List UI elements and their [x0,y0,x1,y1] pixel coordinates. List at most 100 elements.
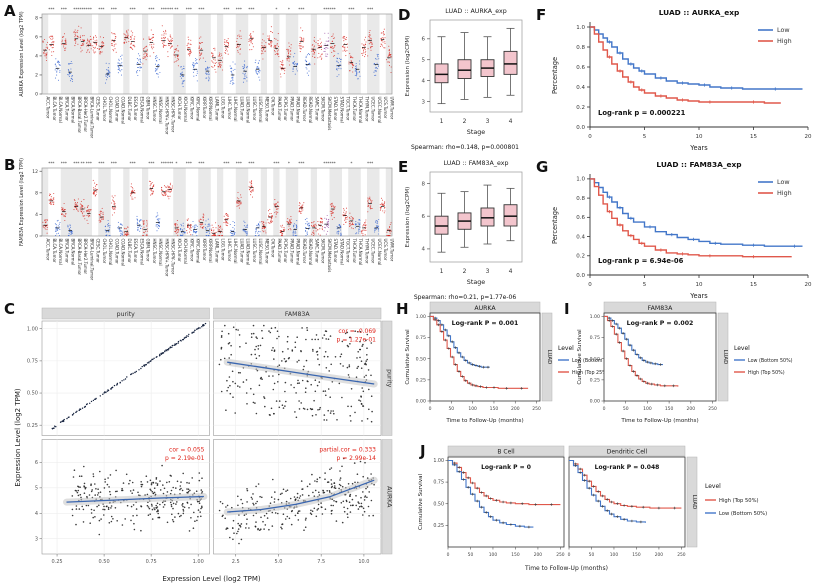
svg-text:1.00: 1.00 [590,314,600,320]
svg-text:100: 100 [643,406,652,412]
svg-text:MESO.Tumor: MESO.Tumor [264,239,269,264]
svg-text:UVM.Tumor: UVM.Tumor [389,97,394,120]
svg-text:***: *** [298,7,304,12]
svg-text:Log-rank p = 0.000221: Log-rank p = 0.000221 [598,109,686,117]
svg-text:High (Top 50%): High (Top 50%) [748,370,785,376]
svg-text:Log-rank P = 0.001: Log-rank P = 0.001 [452,320,519,327]
svg-text:Cumulative Survival: Cumulative Survival [405,329,411,385]
svg-text:STAD.Normal: STAD.Normal [339,239,344,265]
svg-text:BLCA.Normal: BLCA.Normal [58,239,63,265]
panel-d: D LUAD :: AURKA_exp 3 4 5 6 Expression (log2C… [394,2,532,154]
svg-text:PCPG.Tumor: PCPG.Tumor [283,239,288,264]
svg-text:KIRP.Normal: KIRP.Normal [208,239,213,263]
svg-text:***: *** [61,7,67,12]
svg-text:10: 10 [696,282,703,288]
svg-text:READ.Tumor: READ.Tumor [302,97,307,122]
svg-text:BLCA.Normal: BLCA.Normal [58,97,63,123]
svg-text:20: 20 [805,282,812,288]
panel-e: E LUAD :: FAM83A_exp 4 6 8 Expression (log2C… [394,154,532,302]
svg-text:4: 4 [509,118,513,125]
svg-text:1.00: 1.00 [27,326,38,332]
fam83a-pan-cancer-expression-chart: 0 4 8 12 FAM83A Expression Level (log2 TPM) A… [19,158,394,281]
svg-text:50: 50 [468,552,474,558]
svg-text:KICH.Normal: KICH.Normal [183,239,188,264]
svg-text:0.0: 0.0 [576,273,585,279]
svg-text:4: 4 [422,78,426,84]
svg-text:3: 3 [486,118,490,125]
svg-text:LIHC.Normal: LIHC.Normal [233,97,238,122]
svg-text:6: 6 [422,214,426,220]
svg-text:***: *** [167,161,173,166]
svg-text:LIHC.Normal: LIHC.Normal [233,239,238,264]
svg-text:4: 4 [35,212,38,218]
svg-text:PRAD.Normal: PRAD.Normal [296,97,301,124]
panel-h-label: H [396,300,409,318]
svg-text:***: *** [367,161,373,166]
svg-text:0.75: 0.75 [27,359,38,365]
panel-i-label: I [564,300,570,318]
svg-text:***: *** [148,7,154,12]
svg-text:150: 150 [632,552,641,558]
svg-text:LUAD.Normal: LUAD.Normal [246,239,251,266]
svg-text:UVM.Tumor: UVM.Tumor [389,239,394,262]
svg-text:DLBC.Tumor: DLBC.Tumor [127,97,132,122]
purity-correlation-scatter-grid: purity FAM83A purity AURKA 0.25 0.50 0.75 1.00 c… [14,307,393,583]
svg-text:4: 4 [509,268,513,275]
svg-text:Dendritic Cell: Dendritic Cell [607,449,648,456]
svg-text:0.4: 0.4 [576,85,585,91]
svg-text:SKCM.Tumor: SKCM.Tumor [321,239,326,264]
svg-text:***: *** [348,7,354,12]
svg-text:SKCM.Tumor: SKCM.Tumor [321,97,326,122]
svg-text:FAM83A Expression Level (log2: FAM83A Expression Level (log2 TPM) [19,158,25,246]
svg-text:PRAD.Tumor: PRAD.Tumor [289,239,294,264]
immune-cell-survival-facets-chart: Cumulative Survival 0.25 0.50 0.75 1.00 B Cel… [418,445,767,572]
svg-text:COAD.Normal: COAD.Normal [121,239,126,266]
svg-text:THCA.Tumor: THCA.Tumor [352,238,357,264]
svg-text:KICH.Tumor: KICH.Tumor [177,239,182,263]
svg-text:***: *** [48,161,54,166]
svg-text:THYM.Tumor: THYM.Tumor [364,238,369,264]
svg-text:5: 5 [422,58,426,64]
svg-text:KIRP.Tumor: KIRP.Tumor [202,239,207,261]
svg-text:***: *** [223,7,229,12]
svg-text:0.2: 0.2 [576,105,585,111]
svg-text:FAM83A: FAM83A [285,311,310,318]
svg-text:CHOL.Tumor: CHOL.Tumor [102,239,107,264]
svg-text:150: 150 [665,406,674,412]
svg-text:**: ** [174,7,178,12]
svg-text:MESO.Tumor: MESO.Tumor [264,97,269,122]
svg-text:BRCA-Basal.Tumor: BRCA-Basal.Tumor [77,97,82,134]
svg-text:7.5: 7.5 [317,559,325,565]
svg-text:***: *** [329,161,335,166]
svg-text:FAM83A: FAM83A [648,305,673,312]
svg-text:5: 5 [35,486,38,492]
svg-text:SKCM.Metastasis: SKCM.Metastasis [327,239,332,273]
svg-text:HNSC.Tumor: HNSC.Tumor [152,97,157,122]
svg-text:0: 0 [429,406,432,412]
svg-text:***: *** [98,7,104,12]
svg-text:BRCA.Tumor: BRCA.Tumor [64,97,69,122]
svg-text:p = 1.27e-01: p = 1.27e-01 [336,337,376,344]
svg-text:COAD.Normal: COAD.Normal [121,97,126,124]
fam83a-cumulative-survival-chart: FAM83A 0.00 0.25 0.50 0.75 1.00 0 50 100 150 200 25… [577,301,793,424]
svg-text:0: 0 [447,552,450,558]
svg-text:KIRC.Normal: KIRC.Normal [196,97,201,122]
svg-text:200: 200 [534,552,543,558]
svg-text:***: *** [79,7,85,12]
panel-f-label: F [536,6,547,24]
svg-text:***: *** [86,7,92,12]
svg-text:THCA.Normal: THCA.Normal [358,96,363,124]
svg-text:0.75: 0.75 [590,335,600,341]
svg-text:12: 12 [32,169,38,175]
svg-text:8: 8 [35,190,38,196]
svg-text:UCS.Tumor: UCS.Tumor [383,97,388,119]
svg-text:***: *** [61,161,67,166]
svg-text:***: *** [98,161,104,166]
svg-text:6: 6 [422,37,426,43]
svg-text:Expression (log2CPM): Expression (log2CPM) [405,36,411,97]
svg-text:LGG.Tumor: LGG.Tumor [221,97,226,119]
svg-text:TGCT.Tumor: TGCT.Tumor [346,96,351,121]
svg-text:AURKA Expression Level (log2 T: AURKA Expression Level (log2 TPM) [19,11,25,96]
svg-text:READ.Normal: READ.Normal [308,239,313,266]
